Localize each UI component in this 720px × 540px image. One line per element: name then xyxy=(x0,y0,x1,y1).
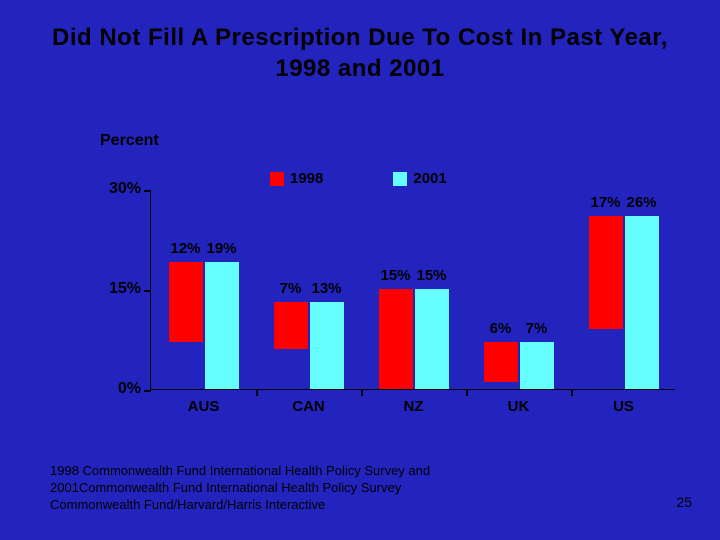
category-label: UK xyxy=(508,398,530,415)
bar-value-label: 17% xyxy=(590,194,620,211)
xtick-mark xyxy=(466,389,468,396)
footer-line-1: 1998 Commonwealth Fund International Hea… xyxy=(50,463,430,480)
bar-2001: 15% xyxy=(415,289,449,389)
bar-1998: 12% xyxy=(169,262,203,342)
ytick-label: 15% xyxy=(96,280,141,298)
bar-value-label: 15% xyxy=(416,267,446,284)
bar-value-label: 7% xyxy=(526,320,548,337)
bar-2001: 13% xyxy=(310,302,344,389)
y-axis-title: Percent xyxy=(100,132,159,150)
plot: 0%15%30%12%19%AUS7%13%CAN15%15%NZ6%7%UK1… xyxy=(150,190,675,390)
ytick-label: 0% xyxy=(96,380,141,398)
bar-1998: 17% xyxy=(589,216,623,329)
bar-2001: 7% xyxy=(520,342,554,389)
page-number: 25 xyxy=(676,494,692,510)
source-footer: 1998 Commonwealth Fund International Hea… xyxy=(50,463,430,514)
xtick-mark xyxy=(571,389,573,396)
bar-group: 6%7% xyxy=(484,342,554,389)
bar-value-label: 19% xyxy=(206,240,236,257)
ytick-label: 30% xyxy=(96,180,141,198)
bar-group: 7%13% xyxy=(274,302,344,389)
bar-1998: 6% xyxy=(484,342,518,382)
footer-line-2: 2001Commonwealth Fund International Heal… xyxy=(50,480,430,497)
bar-2001: 19% xyxy=(205,262,239,389)
category-label: AUS xyxy=(188,398,220,415)
bar-value-label: 12% xyxy=(170,240,200,257)
ytick-mark xyxy=(144,390,151,392)
bar-1998: 7% xyxy=(274,302,308,349)
bar-value-label: 6% xyxy=(490,320,512,337)
category-label: CAN xyxy=(292,398,325,415)
xtick-mark xyxy=(256,389,258,396)
bar-group: 15%15% xyxy=(379,289,449,389)
chart-area: 0%15%30%12%19%AUS7%13%CAN15%15%NZ6%7%UK1… xyxy=(95,160,675,422)
bar-value-label: 7% xyxy=(280,280,302,297)
ytick-mark xyxy=(144,190,151,192)
chart-title: Did Not Fill A Prescription Due To Cost … xyxy=(0,0,720,94)
bar-group: 17%26% xyxy=(589,216,659,389)
bar-value-label: 26% xyxy=(626,194,656,211)
category-label: NZ xyxy=(404,398,424,415)
bar-group: 12%19% xyxy=(169,262,239,389)
category-label: US xyxy=(613,398,634,415)
ytick-mark xyxy=(144,290,151,292)
bar-value-label: 13% xyxy=(311,280,341,297)
bar-2001: 26% xyxy=(625,216,659,389)
bar-1998: 15% xyxy=(379,289,413,389)
footer-line-3: Commonwealth Fund/Harvard/Harris Interac… xyxy=(50,497,430,514)
xtick-mark xyxy=(361,389,363,396)
bar-value-label: 15% xyxy=(380,267,410,284)
